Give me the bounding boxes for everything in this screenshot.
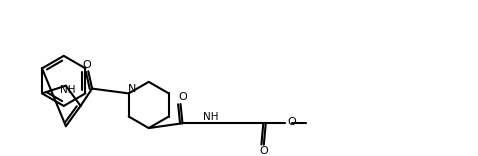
Text: O: O [259,146,268,156]
Text: O: O [82,60,91,70]
Text: N: N [128,84,136,94]
Text: NH: NH [203,112,218,122]
Text: O: O [287,117,296,127]
Text: NH: NH [60,85,76,95]
Text: O: O [178,92,187,102]
